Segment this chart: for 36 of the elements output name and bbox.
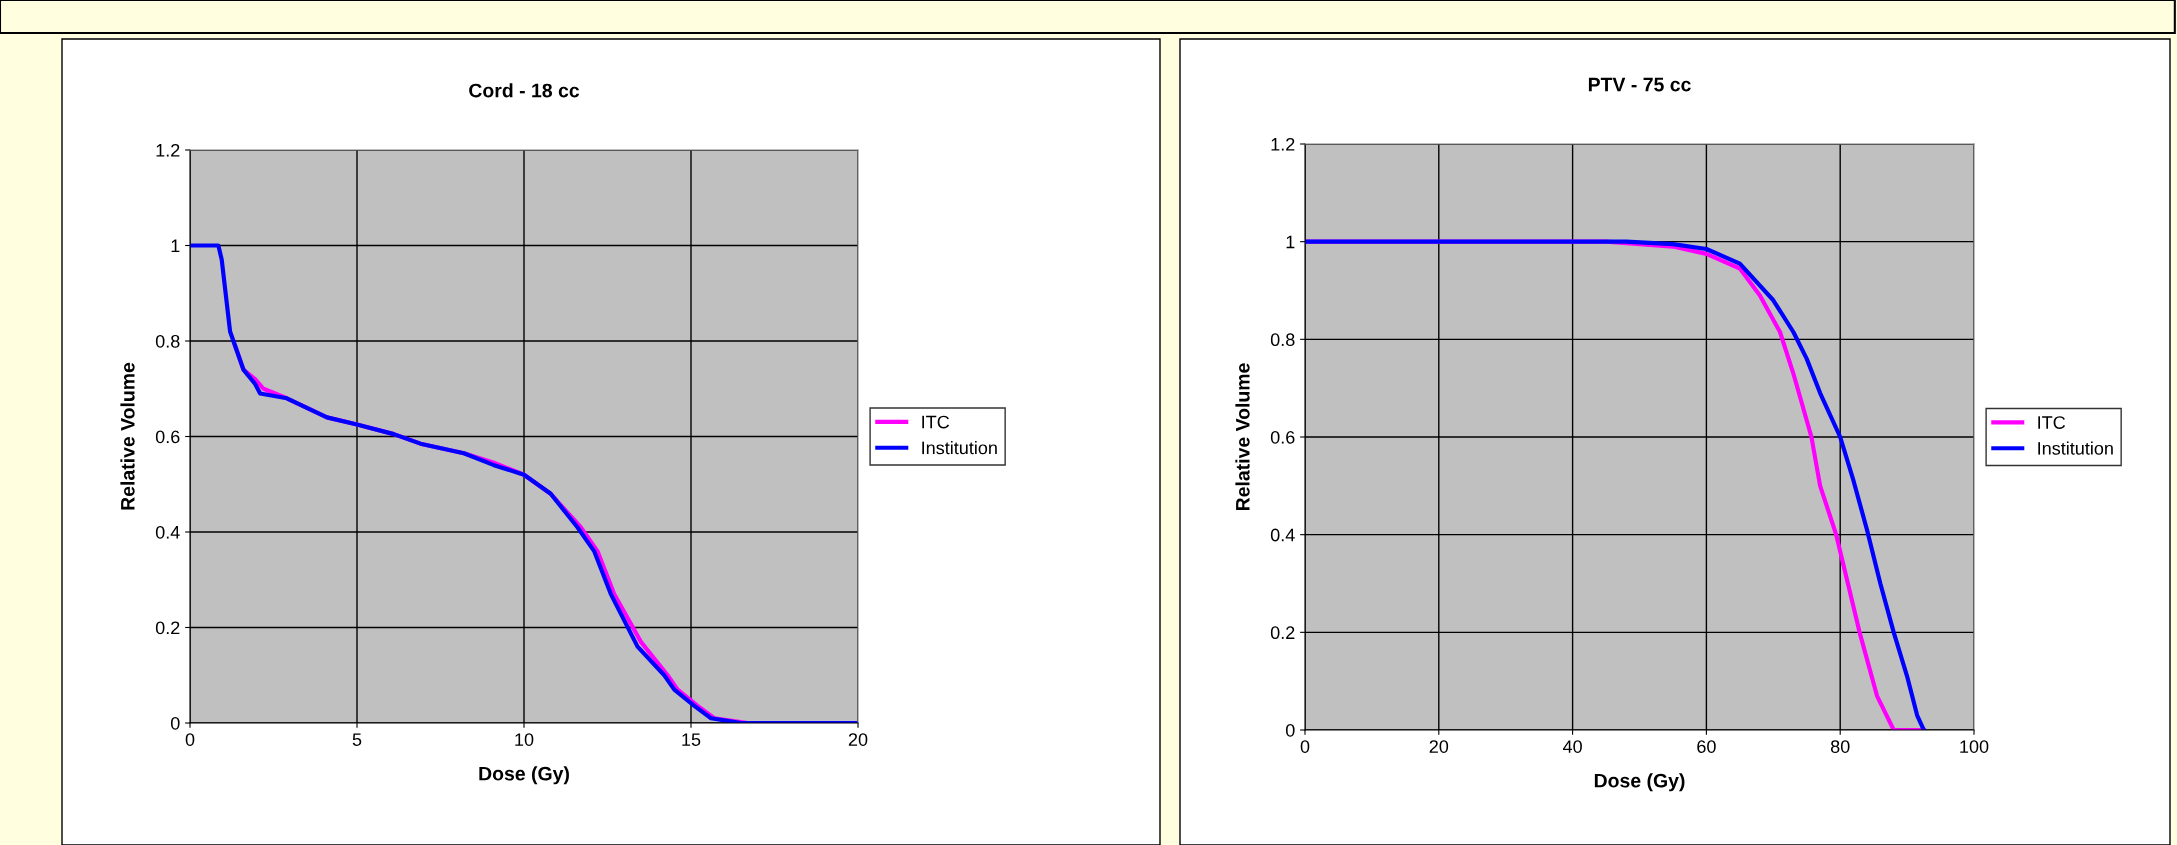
- x-tick-label: 20: [1429, 740, 1449, 753]
- y-tick-label: 0.4: [1270, 528, 1295, 542]
- y-axis-title: Relative Volume: [120, 362, 135, 510]
- y-tick-label: 0: [170, 716, 180, 730]
- legend-label: ITC: [922, 415, 950, 429]
- x-tick-label: 0: [1300, 740, 1310, 753]
- y-tick-label: 1: [1286, 235, 1295, 249]
- y-tick-label: 0.4: [155, 525, 180, 539]
- y-tick-label: 0.2: [155, 621, 180, 635]
- y-tick-label: 1.2: [156, 143, 180, 157]
- legend-label: Institution: [922, 441, 997, 455]
- chart-title: Cord - 18 cc: [469, 83, 580, 98]
- y-tick-label: 0: [1285, 723, 1295, 737]
- line-series: [1305, 239, 1926, 730]
- y-tick-label: 1: [171, 239, 180, 253]
- x-tick-label: 0: [185, 733, 195, 746]
- y-tick-label: 0.6: [1270, 430, 1295, 444]
- x-tick-label: 80: [1830, 740, 1850, 753]
- x-tick-label: 10: [515, 733, 534, 746]
- y-tick-label: 0.6: [155, 430, 180, 444]
- x-axis-title: Dose (Gy): [479, 766, 569, 785]
- chart-title: PTV - 75 cc: [1588, 77, 1691, 92]
- y-tick-label: 0.2: [1270, 626, 1295, 640]
- y-tick-label: 0.8: [155, 334, 180, 348]
- x-tick-label: 100: [1960, 740, 1989, 753]
- y-tick-label: 1.2: [1271, 137, 1295, 151]
- x-tick-label: 15: [682, 733, 701, 746]
- y-axis-title: Relative Volume: [1235, 363, 1250, 511]
- x-tick-label: 40: [1562, 740, 1582, 753]
- x-tick-label: 5: [352, 733, 362, 746]
- x-axis-title: Dose (Gy): [1594, 773, 1685, 792]
- legend-label: Institution: [2038, 441, 2113, 455]
- x-tick-label: 20: [848, 733, 868, 746]
- x-tick-label: 60: [1697, 740, 1716, 753]
- y-tick-label: 0.8: [1270, 333, 1295, 347]
- legend-label: ITC: [2038, 416, 2066, 429]
